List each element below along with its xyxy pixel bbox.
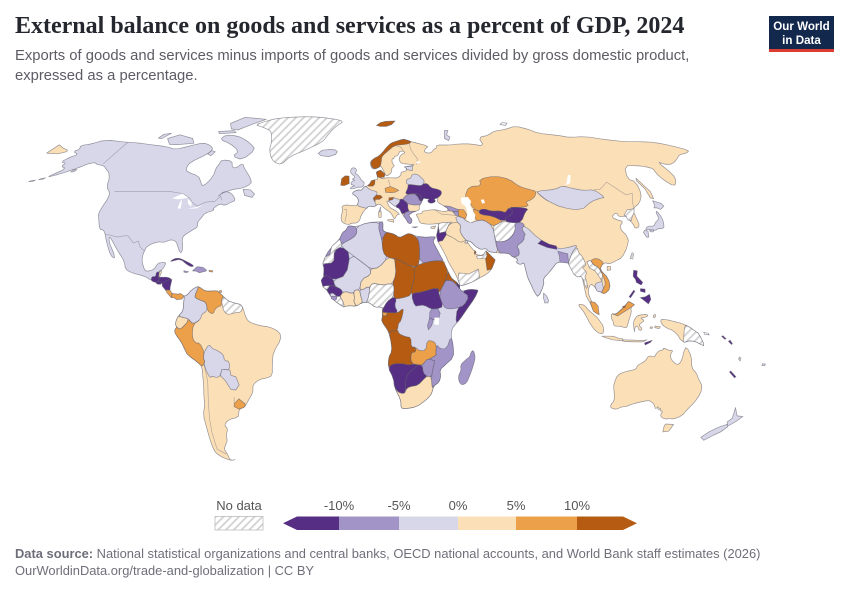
svg-text:No data: No data: [216, 498, 262, 513]
svg-text:-5%: -5%: [387, 498, 411, 513]
svg-text:5%: 5%: [507, 498, 526, 513]
svg-text:0%: 0%: [449, 498, 468, 513]
svg-text:10%: 10%: [564, 498, 590, 513]
svg-text:-10%: -10%: [324, 498, 355, 513]
